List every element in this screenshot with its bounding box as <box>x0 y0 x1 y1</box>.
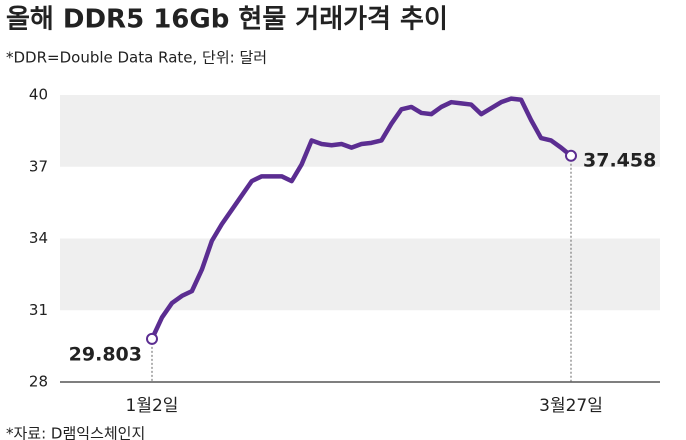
x-tick-label: 3월27일 <box>539 396 603 416</box>
y-tick-label: 31 <box>29 301 48 319</box>
grid-band <box>60 238 660 311</box>
data-label: 37.458 <box>583 149 656 171</box>
source-note: *자료: D램익스체인지 <box>6 425 145 440</box>
y-tick-label: 28 <box>29 373 48 391</box>
plot-area: 28 31 34 37 40 1월2일 3월27일 29.803 37.458 <box>29 86 660 416</box>
end-marker <box>565 149 577 162</box>
grid-band <box>60 95 660 167</box>
y-tick-label: 37 <box>29 157 48 175</box>
y-tick-label: 34 <box>29 229 48 247</box>
data-label: 29.803 <box>69 343 142 365</box>
x-tick-label: 1월2일 <box>126 396 179 416</box>
data-line <box>149 96 574 342</box>
end-marker <box>146 332 158 345</box>
y-tick-label: 40 <box>29 86 48 104</box>
chart-subtitle: *DDR=Double Data Rate, 단위: 달러 <box>6 49 267 67</box>
chart-title: 올해 DDR5 16Gb 현물 거래가격 추이 <box>6 5 448 35</box>
